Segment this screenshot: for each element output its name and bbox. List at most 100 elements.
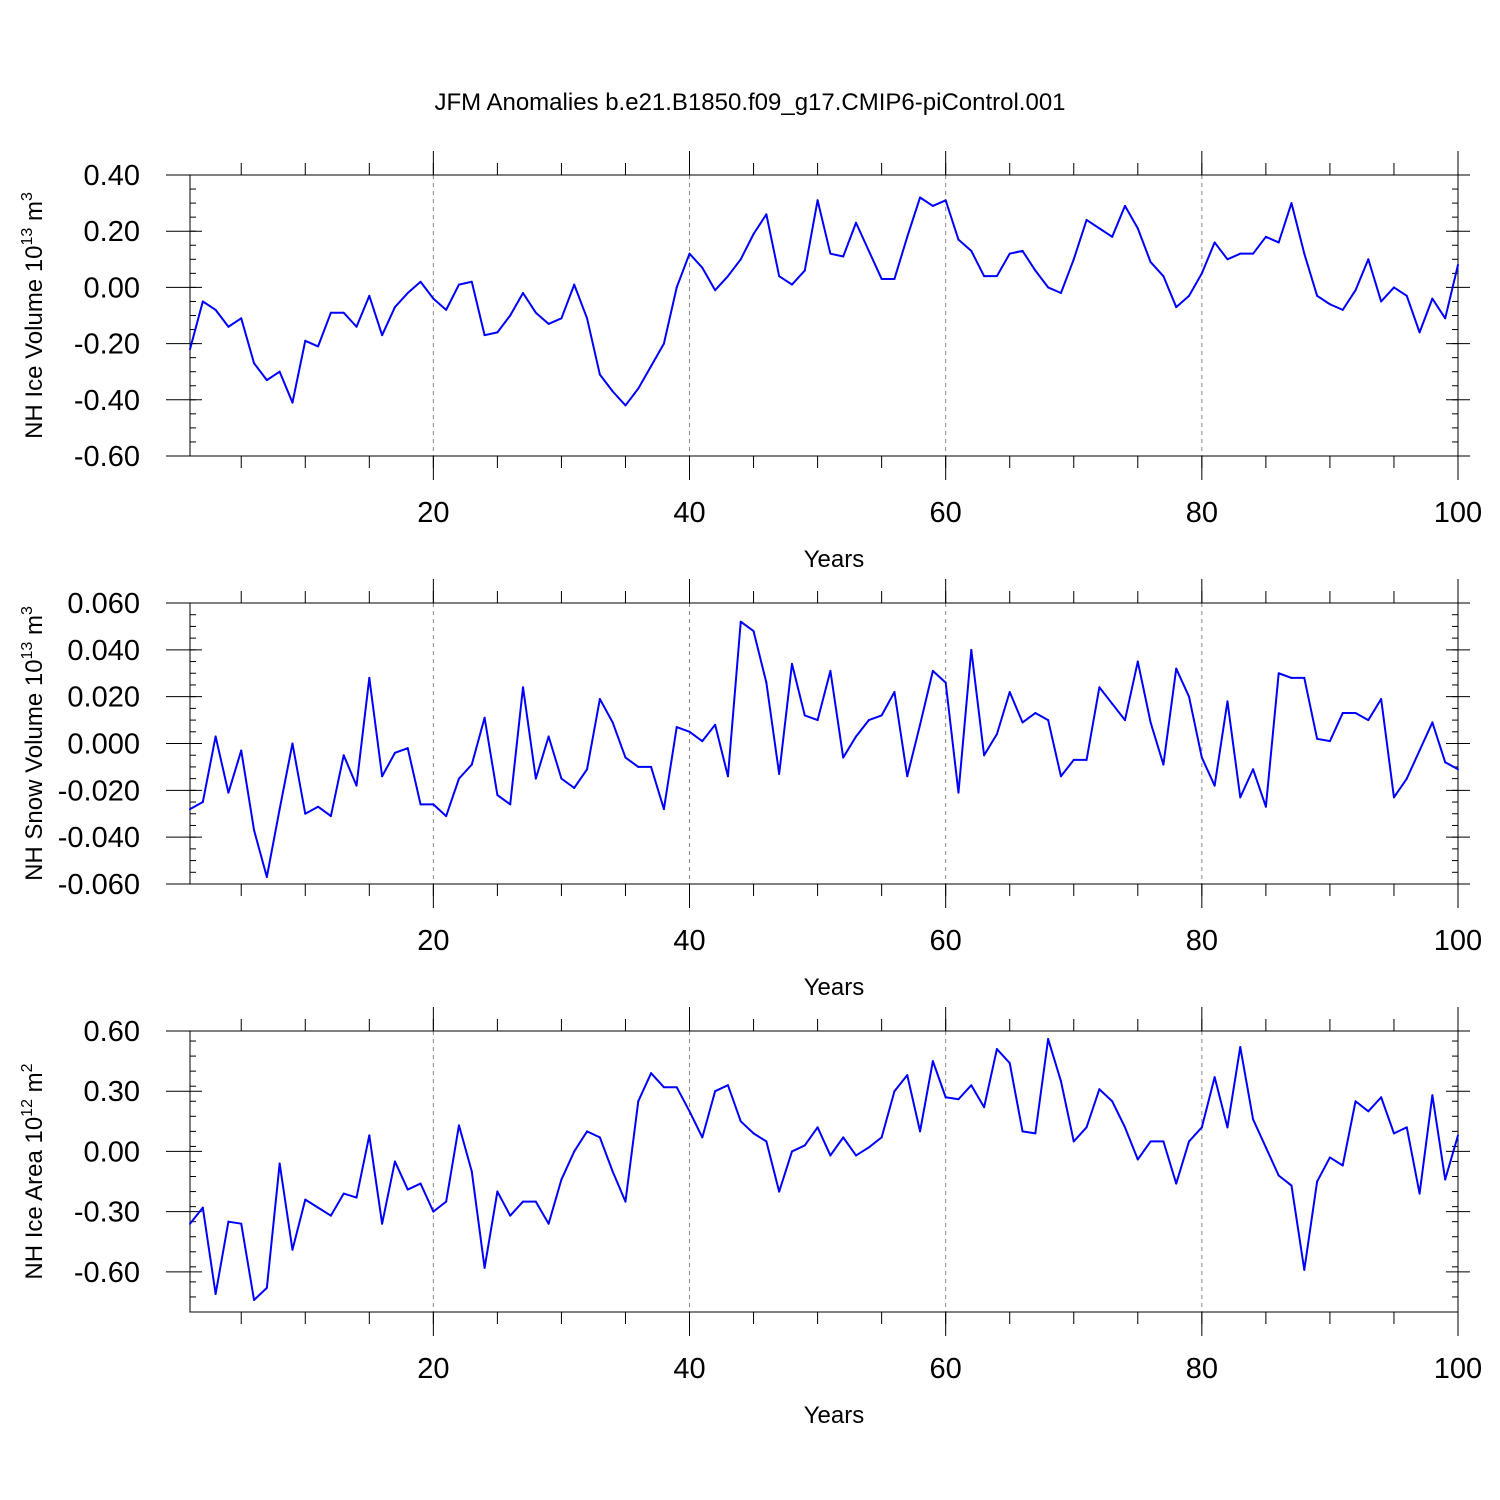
y-axis-label-unit-exponent: 2 (19, 1063, 36, 1072)
data-point (778, 772, 781, 775)
data-point (1354, 1100, 1357, 1103)
y-tick-label: -0.20 (74, 329, 140, 361)
data-point (855, 1154, 858, 1157)
data-point (1226, 258, 1229, 261)
data-point (317, 345, 320, 348)
data-point (393, 306, 396, 309)
panel-3: 0.60 0.30 0.00 -0.30 -0.60 20 40 60 80 100 Years NH… (19, 1007, 1482, 1429)
data-point (419, 803, 422, 806)
data-point (1200, 1126, 1203, 1129)
data-point (483, 334, 486, 337)
data-point (598, 698, 601, 701)
data-point (1316, 1180, 1319, 1183)
x-tick-label: 60 (930, 497, 962, 529)
series-line (189, 1038, 1459, 1301)
data-point (1457, 263, 1459, 266)
data-point (329, 1214, 332, 1217)
data-point (342, 311, 345, 314)
data-point (919, 196, 922, 199)
data-point (445, 308, 448, 311)
x-tick-label: 100 (1434, 497, 1482, 529)
data-point (1405, 294, 1408, 297)
y-tick-label: 0.020 (67, 682, 140, 714)
data-point (483, 1266, 486, 1269)
data-point (534, 311, 537, 314)
data-point (1252, 1118, 1255, 1121)
data-point (1085, 218, 1088, 221)
data-point (1431, 1094, 1434, 1097)
data-point (611, 1170, 614, 1173)
y-axis-label-unit: m (21, 201, 48, 228)
data-point (1149, 261, 1152, 264)
data-point (1252, 768, 1255, 771)
data-point (752, 233, 755, 236)
y-tick-label: 0.30 (84, 1076, 140, 1108)
data-point (1111, 1100, 1114, 1103)
data-point (893, 277, 896, 280)
data-point (432, 803, 435, 806)
data-point (1316, 737, 1319, 740)
data-point (1405, 777, 1408, 780)
data-point (1380, 1096, 1383, 1099)
data-point (586, 1130, 589, 1133)
data-point (970, 249, 973, 252)
data-point (1047, 1038, 1050, 1041)
data-point (611, 721, 614, 724)
data-point (496, 331, 499, 334)
data-point (509, 314, 512, 317)
data-point (483, 716, 486, 719)
data-point (355, 784, 358, 787)
plot-frame (189, 174, 1459, 457)
data-point (1085, 758, 1088, 761)
data-point (1059, 1080, 1062, 1083)
data-point (227, 1220, 230, 1223)
y-axis-label-text: NH Ice Volume 10 (21, 245, 48, 438)
data-point (342, 754, 345, 757)
data-point (803, 269, 806, 272)
data-point (291, 1248, 294, 1251)
data-point (1226, 1126, 1229, 1129)
panel-2: 0.060 0.040 0.020 0.000 -0.020 -0.040 -0.060 20… (19, 579, 1482, 1001)
data-point (790, 1150, 793, 1153)
y-axis-label-unit-exponent: 3 (19, 606, 36, 615)
data-point (1021, 249, 1024, 252)
data-point (624, 404, 627, 407)
data-point (522, 292, 525, 295)
data-point (265, 379, 268, 382)
data-point (253, 1298, 256, 1301)
data-point (381, 1222, 384, 1225)
data-point (1367, 1110, 1370, 1113)
x-tick-label: 80 (1186, 497, 1218, 529)
data-point (1252, 252, 1255, 255)
data-point (432, 1210, 435, 1213)
data-point (1021, 721, 1024, 724)
data-point (329, 815, 332, 818)
data-point (1418, 1192, 1421, 1195)
data-point (470, 763, 473, 766)
data-point (291, 742, 294, 745)
data-point (867, 719, 870, 722)
data-point (368, 676, 371, 679)
data-point (265, 1286, 268, 1289)
data-point (701, 266, 704, 269)
data-point (1149, 1140, 1152, 1143)
data-point (675, 286, 678, 289)
data-point (790, 283, 793, 286)
data-point (944, 199, 947, 202)
data-point (867, 249, 870, 252)
data-point (842, 255, 845, 258)
data-point (189, 348, 191, 351)
data-point (880, 714, 883, 717)
data-point (983, 275, 986, 278)
y-axis-label-exponent: 12 (19, 1099, 36, 1117)
data-point (445, 1200, 448, 1203)
data-point (1431, 721, 1434, 724)
data-point (1213, 241, 1216, 244)
data-point (714, 1090, 717, 1093)
data-point (1123, 204, 1126, 207)
panel-1: 0.40 0.20 0.00 -0.20 -0.40 -0.60 20 40 60 80 100 Ye… (19, 151, 1482, 573)
data-point (317, 1206, 320, 1209)
y-axis-label-unit-exponent: 3 (19, 192, 36, 201)
data-point (637, 387, 640, 390)
figure-title: JFM Anomalies b.e21.B1850.f09_g17.CMIP6-… (434, 89, 1065, 116)
